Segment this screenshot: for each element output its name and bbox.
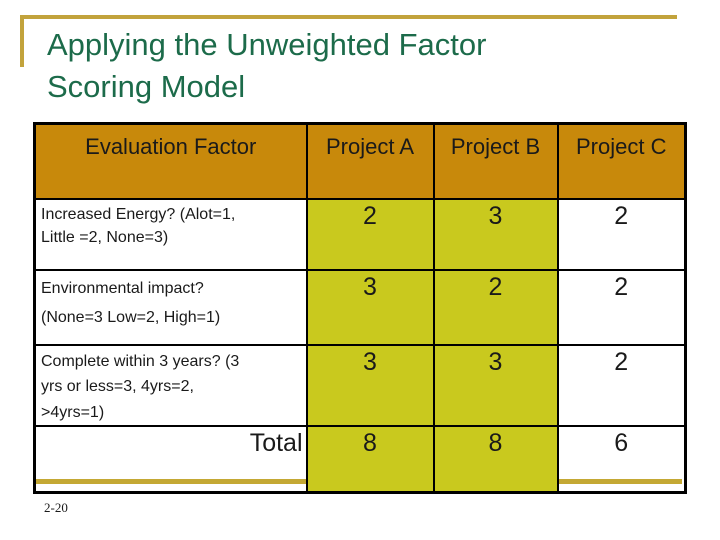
factor-cell: Environmental impact? (None=3 Low=2, Hig… xyxy=(33,268,308,346)
table-header-row: Evaluation Factor Project A Project B Pr… xyxy=(33,122,687,200)
total-score-cell-project-b: 8 xyxy=(432,425,559,494)
table-row-increased-energy: Increased Energy? (Alot=1, Little =2, No… xyxy=(33,197,687,271)
score-cell-project-b: 2 xyxy=(432,268,559,346)
score-cell-project-c: 2 xyxy=(556,343,687,428)
total-score-cell-project-c: 6 xyxy=(556,425,687,494)
table-row-complete-within-3-years: Complete within 3 years? (3 yrs or less=… xyxy=(33,343,687,428)
table-row-environmental-impact: Environmental impact? (None=3 Low=2, Hig… xyxy=(33,268,687,346)
column-header-project-a: Project A xyxy=(305,122,435,200)
score-cell-project-a: 2 xyxy=(305,197,435,271)
scoring-table: Evaluation Factor Project A Project B Pr… xyxy=(33,122,687,494)
score-cell-project-a: 3 xyxy=(305,343,435,428)
slide-title: Applying the Unweighted Factor Scoring M… xyxy=(47,27,487,104)
scoring-table-area: Evaluation Factor Project A Project B Pr… xyxy=(33,122,687,494)
gold-accent-top-line xyxy=(20,15,677,19)
factor-cell: Complete within 3 years? (3 yrs or less=… xyxy=(33,343,308,428)
column-header-evaluation-factor: Evaluation Factor xyxy=(33,122,308,200)
score-cell-project-b: 3 xyxy=(432,197,559,271)
column-header-project-c: Project C xyxy=(556,122,687,200)
score-cell-project-c: 2 xyxy=(556,197,687,271)
score-cell-project-a: 3 xyxy=(305,268,435,346)
table-row-total: Total 8 8 6 xyxy=(33,425,687,494)
column-header-project-b: Project B xyxy=(432,122,559,200)
score-cell-project-c: 2 xyxy=(556,268,687,346)
total-score-cell-project-a: 8 xyxy=(305,425,435,494)
total-label: Total xyxy=(33,425,308,494)
gold-accent-left-line xyxy=(20,15,24,67)
slide-number: 2-20 xyxy=(44,500,68,515)
factor-cell: Increased Energy? (Alot=1, Little =2, No… xyxy=(33,197,308,271)
score-cell-project-b: 3 xyxy=(432,343,559,428)
